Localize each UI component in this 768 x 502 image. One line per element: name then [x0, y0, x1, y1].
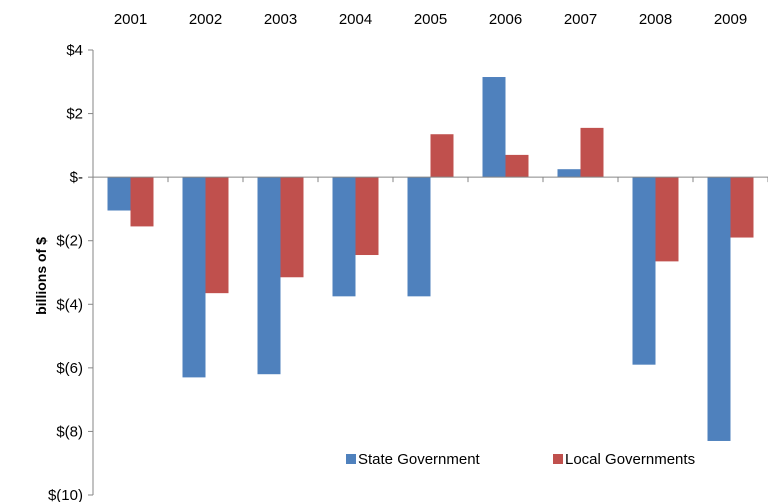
y-tick-label: $(10) [48, 487, 83, 502]
bar-state [257, 177, 281, 375]
bar-state [107, 177, 131, 211]
bar-state [482, 77, 506, 178]
x-tick-label: 2004 [339, 11, 372, 28]
bars [107, 77, 754, 441]
y-tick-label: $(2) [56, 233, 83, 250]
bar-local [730, 177, 754, 238]
bar-state [632, 177, 656, 365]
bar-local [505, 154, 529, 178]
x-tick-label: 2006 [489, 11, 522, 28]
x-axis-ticks: 2001 2002 2003 2004 2005 2006 2007 2008 2009 [114, 11, 768, 183]
bar-state [707, 177, 731, 441]
bar-local [205, 177, 229, 294]
y-axis-label: billions of $ [33, 237, 49, 315]
bar-state [332, 177, 356, 297]
legend-swatch [346, 454, 356, 464]
legend-swatch [553, 454, 563, 464]
x-tick-label: 2007 [564, 11, 597, 28]
y-tick-label: $2 [66, 106, 83, 123]
legend: State Government Local Governments [346, 451, 695, 468]
bar-local [355, 177, 379, 256]
bar-local [655, 177, 679, 262]
x-tick-label: 2005 [414, 11, 447, 28]
y-tick-label: $(8) [56, 423, 83, 440]
y-tick-label: $- [70, 169, 83, 186]
y-axis-ticks: $4 $2 $- $(2) $(4) $(6) $(8) $(10) [48, 42, 93, 502]
bar-local [580, 127, 604, 178]
bar-local [280, 177, 304, 278]
y-tick-label: $(4) [56, 296, 83, 313]
y-tick-label: $4 [66, 42, 83, 59]
x-tick-label: 2009 [714, 11, 747, 28]
bar-state [407, 177, 431, 297]
bar-state [557, 169, 581, 178]
bar-state [182, 177, 206, 378]
legend-label: Local Governments [565, 451, 695, 468]
bar-local [130, 177, 154, 227]
bar-local [430, 134, 454, 178]
x-tick-label: 2003 [264, 11, 297, 28]
y-tick-label: $(6) [56, 360, 83, 377]
legend-label: State Government [358, 451, 481, 468]
x-tick-label: 2008 [639, 11, 672, 28]
x-tick-label: 2002 [189, 11, 222, 28]
x-tick-label: 2001 [114, 11, 147, 28]
